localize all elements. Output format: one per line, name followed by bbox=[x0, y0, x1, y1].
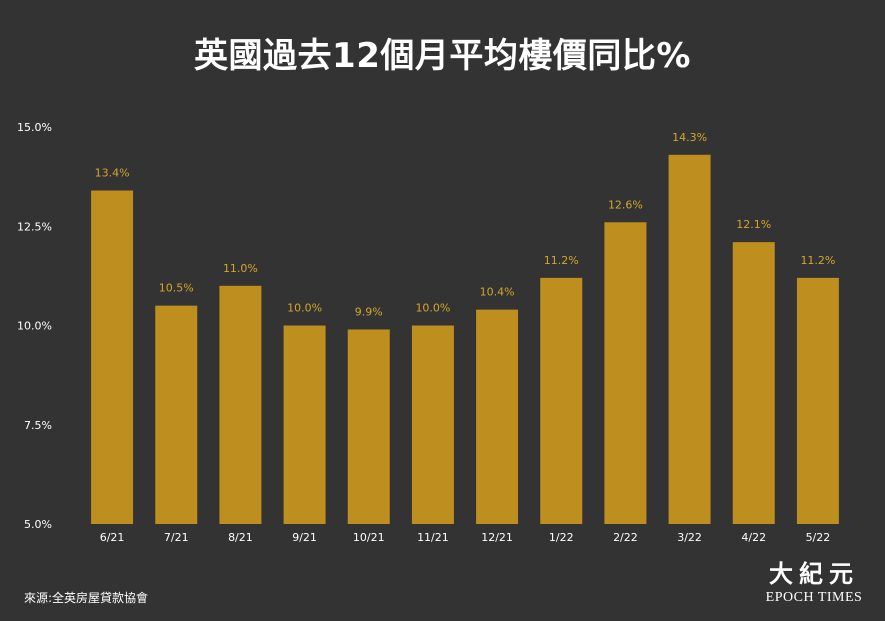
x-tick-label: 8/21 bbox=[228, 531, 253, 544]
x-tick-label: 2/22 bbox=[613, 531, 638, 544]
bar bbox=[411, 325, 454, 524]
x-tick-label: 12/21 bbox=[481, 531, 513, 544]
bar-value-label: 11.2% bbox=[800, 254, 835, 267]
source-note: 來源:全英房屋貸款協會 bbox=[24, 591, 149, 605]
x-tick-label: 7/21 bbox=[164, 531, 189, 544]
y-tick-label: 5.0% bbox=[24, 518, 52, 531]
y-tick-label: 10.0% bbox=[17, 320, 52, 333]
x-tick-label: 3/22 bbox=[677, 531, 702, 544]
y-tick-label: 12.5% bbox=[17, 220, 52, 233]
bar bbox=[796, 277, 839, 524]
bar bbox=[91, 190, 134, 524]
bar-value-label: 9.9% bbox=[355, 305, 383, 318]
chart-title: 英國過去12個月平均樓價同比% bbox=[194, 36, 691, 76]
bar bbox=[732, 242, 775, 524]
logo-en-text: EPOCH TIMES bbox=[765, 590, 863, 605]
x-tick-label: 11/21 bbox=[417, 531, 449, 544]
x-tick-label: 10/21 bbox=[353, 531, 385, 544]
bar bbox=[476, 309, 519, 524]
bar bbox=[219, 285, 262, 524]
bar bbox=[540, 277, 583, 524]
x-tick-label: 5/22 bbox=[806, 531, 831, 544]
bar-value-label: 10.4% bbox=[480, 286, 515, 299]
bar-value-label: 10.0% bbox=[415, 302, 450, 315]
x-tick-label: 6/21 bbox=[100, 531, 125, 544]
bar bbox=[283, 325, 326, 524]
x-tick-label: 9/21 bbox=[292, 531, 317, 544]
bar bbox=[155, 305, 198, 524]
bar-value-label: 14.3% bbox=[672, 131, 707, 144]
bar-value-label: 12.6% bbox=[608, 198, 643, 211]
epoch-times-logo: 大紀元 EPOCH TIMES bbox=[758, 560, 870, 612]
y-tick-label: 7.5% bbox=[24, 419, 52, 432]
y-tick-label: 15.0% bbox=[17, 121, 52, 134]
bar-value-label: 11.2% bbox=[544, 254, 579, 267]
x-tick-label: 4/22 bbox=[741, 531, 766, 544]
x-tick-label: 1/22 bbox=[549, 531, 574, 544]
bar-value-label: 10.0% bbox=[287, 302, 322, 315]
bar bbox=[604, 222, 647, 524]
bar-value-label: 12.1% bbox=[736, 218, 771, 231]
bar-value-label: 10.5% bbox=[159, 282, 194, 295]
bar bbox=[668, 154, 711, 525]
bar-value-label: 11.0% bbox=[223, 262, 258, 275]
logo-cjk-text: 大紀元 bbox=[769, 559, 859, 588]
bar-value-label: 13.4% bbox=[95, 167, 130, 180]
bar bbox=[347, 329, 390, 524]
